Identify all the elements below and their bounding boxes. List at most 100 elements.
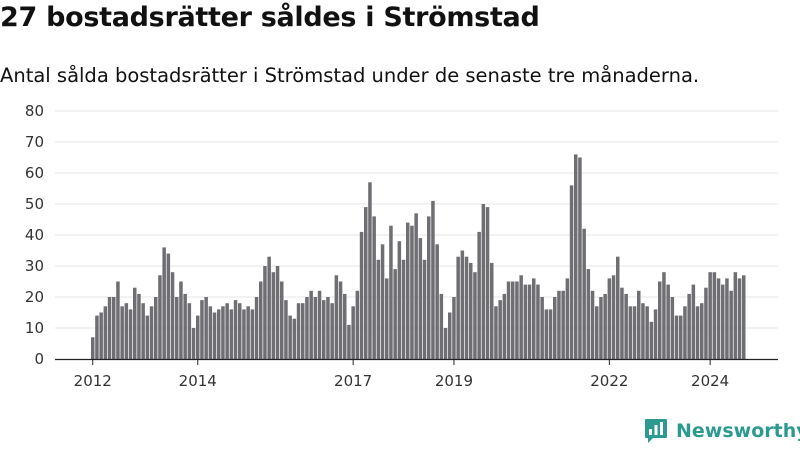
x-tick-label: 2012 <box>74 372 112 390</box>
bar <box>368 182 372 359</box>
bar <box>431 200 435 359</box>
bar <box>469 262 473 359</box>
y-tick-label: 20 <box>25 288 44 306</box>
bar <box>116 281 120 359</box>
x-tick-label: 2024 <box>691 372 729 390</box>
bar <box>267 256 271 359</box>
bar <box>103 306 108 359</box>
bar <box>473 272 477 359</box>
y-tick-label: 80 <box>25 102 44 120</box>
bar <box>729 290 733 359</box>
bar <box>582 228 586 359</box>
bar <box>662 272 666 359</box>
bar <box>561 290 565 359</box>
bar <box>435 244 439 359</box>
bar <box>410 225 414 359</box>
bar <box>200 300 204 359</box>
bar <box>716 278 721 359</box>
bar <box>217 309 221 359</box>
bar <box>641 303 645 359</box>
bar <box>464 256 469 359</box>
bar <box>91 337 95 359</box>
bar <box>301 303 305 359</box>
bar <box>389 225 393 359</box>
brand[interactable]: Newsworthy <box>644 418 800 444</box>
bar <box>532 278 536 359</box>
y-tick-label: 70 <box>25 133 44 151</box>
x-tick-label: 2019 <box>435 372 473 390</box>
bar <box>170 272 175 359</box>
annotations: 27 <box>750 95 772 100</box>
bar <box>347 324 351 359</box>
bar <box>275 266 280 359</box>
bar <box>477 231 481 359</box>
bar <box>124 303 129 359</box>
bar <box>456 256 460 359</box>
bar <box>204 297 208 359</box>
bar <box>355 290 360 359</box>
bar <box>343 293 347 359</box>
bar <box>674 315 679 359</box>
bar <box>326 297 330 359</box>
bar <box>700 303 704 359</box>
bar <box>250 309 255 359</box>
bar <box>494 306 498 359</box>
bar <box>670 297 675 359</box>
y-tick-label: 30 <box>25 257 44 275</box>
bar <box>149 306 154 359</box>
bar <box>712 272 717 359</box>
bar <box>595 306 599 359</box>
bar <box>95 315 99 359</box>
bar <box>154 297 158 359</box>
bar <box>527 284 532 359</box>
bar <box>452 297 456 359</box>
bar <box>557 290 561 359</box>
bar <box>439 293 444 359</box>
bar <box>259 281 263 359</box>
bar <box>196 315 200 359</box>
bar <box>422 259 427 359</box>
newsworthy-logo-icon <box>645 419 667 443</box>
bar <box>317 290 322 359</box>
bar <box>305 297 309 359</box>
chart-title: 27 bostadsrätter såldes i Strömstad <box>0 2 540 33</box>
bar <box>737 278 742 359</box>
bar <box>284 300 288 359</box>
bar <box>120 306 124 359</box>
x-tick-label: 2017 <box>334 372 372 390</box>
highlight-value-label: 27 <box>750 95 772 100</box>
bar <box>254 297 259 359</box>
bar <box>490 262 494 359</box>
bar <box>406 222 410 359</box>
y-tick-label: 50 <box>25 195 44 213</box>
bar <box>687 293 691 359</box>
bar <box>112 297 116 359</box>
bar <box>620 287 624 359</box>
bar <box>548 309 553 359</box>
bar <box>263 266 267 359</box>
bar <box>616 256 620 359</box>
bar <box>448 312 452 359</box>
bar <box>460 250 465 359</box>
x-tick-label: 2014 <box>179 372 217 390</box>
bar <box>242 309 246 359</box>
bar <box>590 290 595 359</box>
bar <box>603 293 607 359</box>
bar <box>393 269 397 359</box>
bar <box>725 278 729 359</box>
bar <box>414 213 418 359</box>
y-tick-label: 60 <box>25 164 44 182</box>
bar <box>141 303 145 359</box>
bar <box>708 272 712 359</box>
bar <box>137 293 141 359</box>
bar <box>338 281 343 359</box>
bar <box>107 297 112 359</box>
y-tick-label: 40 <box>25 226 44 244</box>
bar <box>309 290 313 359</box>
bar <box>611 275 616 359</box>
bar <box>99 312 103 359</box>
bar <box>569 185 574 359</box>
bar <box>721 284 725 359</box>
bar <box>187 303 192 359</box>
bar <box>540 297 544 359</box>
